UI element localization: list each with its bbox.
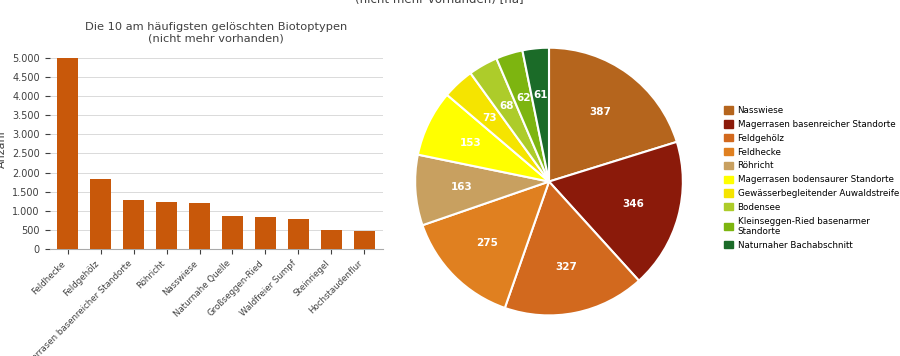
Y-axis label: Anzahl: Anzahl	[0, 131, 6, 168]
Text: 61: 61	[533, 90, 547, 100]
Bar	[123, 200, 144, 249]
Wedge shape	[549, 48, 677, 182]
Wedge shape	[505, 182, 639, 315]
Wedge shape	[447, 73, 549, 182]
Bar	[288, 220, 309, 249]
Legend: Nasswiese, Magerrasen basenreicher Standorte, Feldgehölz, Feldhecke, Röhricht, M: Nasswiese, Magerrasen basenreicher Stand…	[724, 106, 900, 250]
Text: 387: 387	[590, 106, 611, 116]
Bar	[90, 179, 112, 249]
Text: 275: 275	[476, 238, 499, 248]
Title: Die 10 am häufigsten gelöschten Biotoptypen
(nicht mehr vorhanden): Die 10 am häufigsten gelöschten Biotopty…	[85, 22, 347, 43]
Bar	[320, 230, 342, 249]
Wedge shape	[415, 155, 549, 225]
Wedge shape	[549, 142, 683, 281]
Bar	[354, 231, 375, 249]
Wedge shape	[422, 182, 549, 308]
Bar	[189, 203, 211, 249]
Text: 346: 346	[622, 199, 644, 209]
Text: Die 10 flächengrößten gelöschten Biotoptypen
(nicht mehr vorhanden) [ha]: Die 10 flächengrößten gelöschten Biotopt…	[355, 0, 631, 6]
Text: 62: 62	[516, 94, 530, 104]
Wedge shape	[497, 51, 549, 182]
Text: 68: 68	[499, 101, 513, 111]
Wedge shape	[522, 48, 549, 182]
Text: 73: 73	[482, 113, 497, 123]
Wedge shape	[418, 95, 549, 182]
Text: 163: 163	[451, 182, 473, 192]
Bar	[156, 203, 177, 249]
Bar	[221, 216, 243, 249]
Text: 327: 327	[555, 262, 577, 272]
Wedge shape	[471, 58, 549, 182]
Bar	[255, 217, 276, 249]
Text: 153: 153	[460, 138, 482, 148]
Bar	[57, 58, 78, 249]
